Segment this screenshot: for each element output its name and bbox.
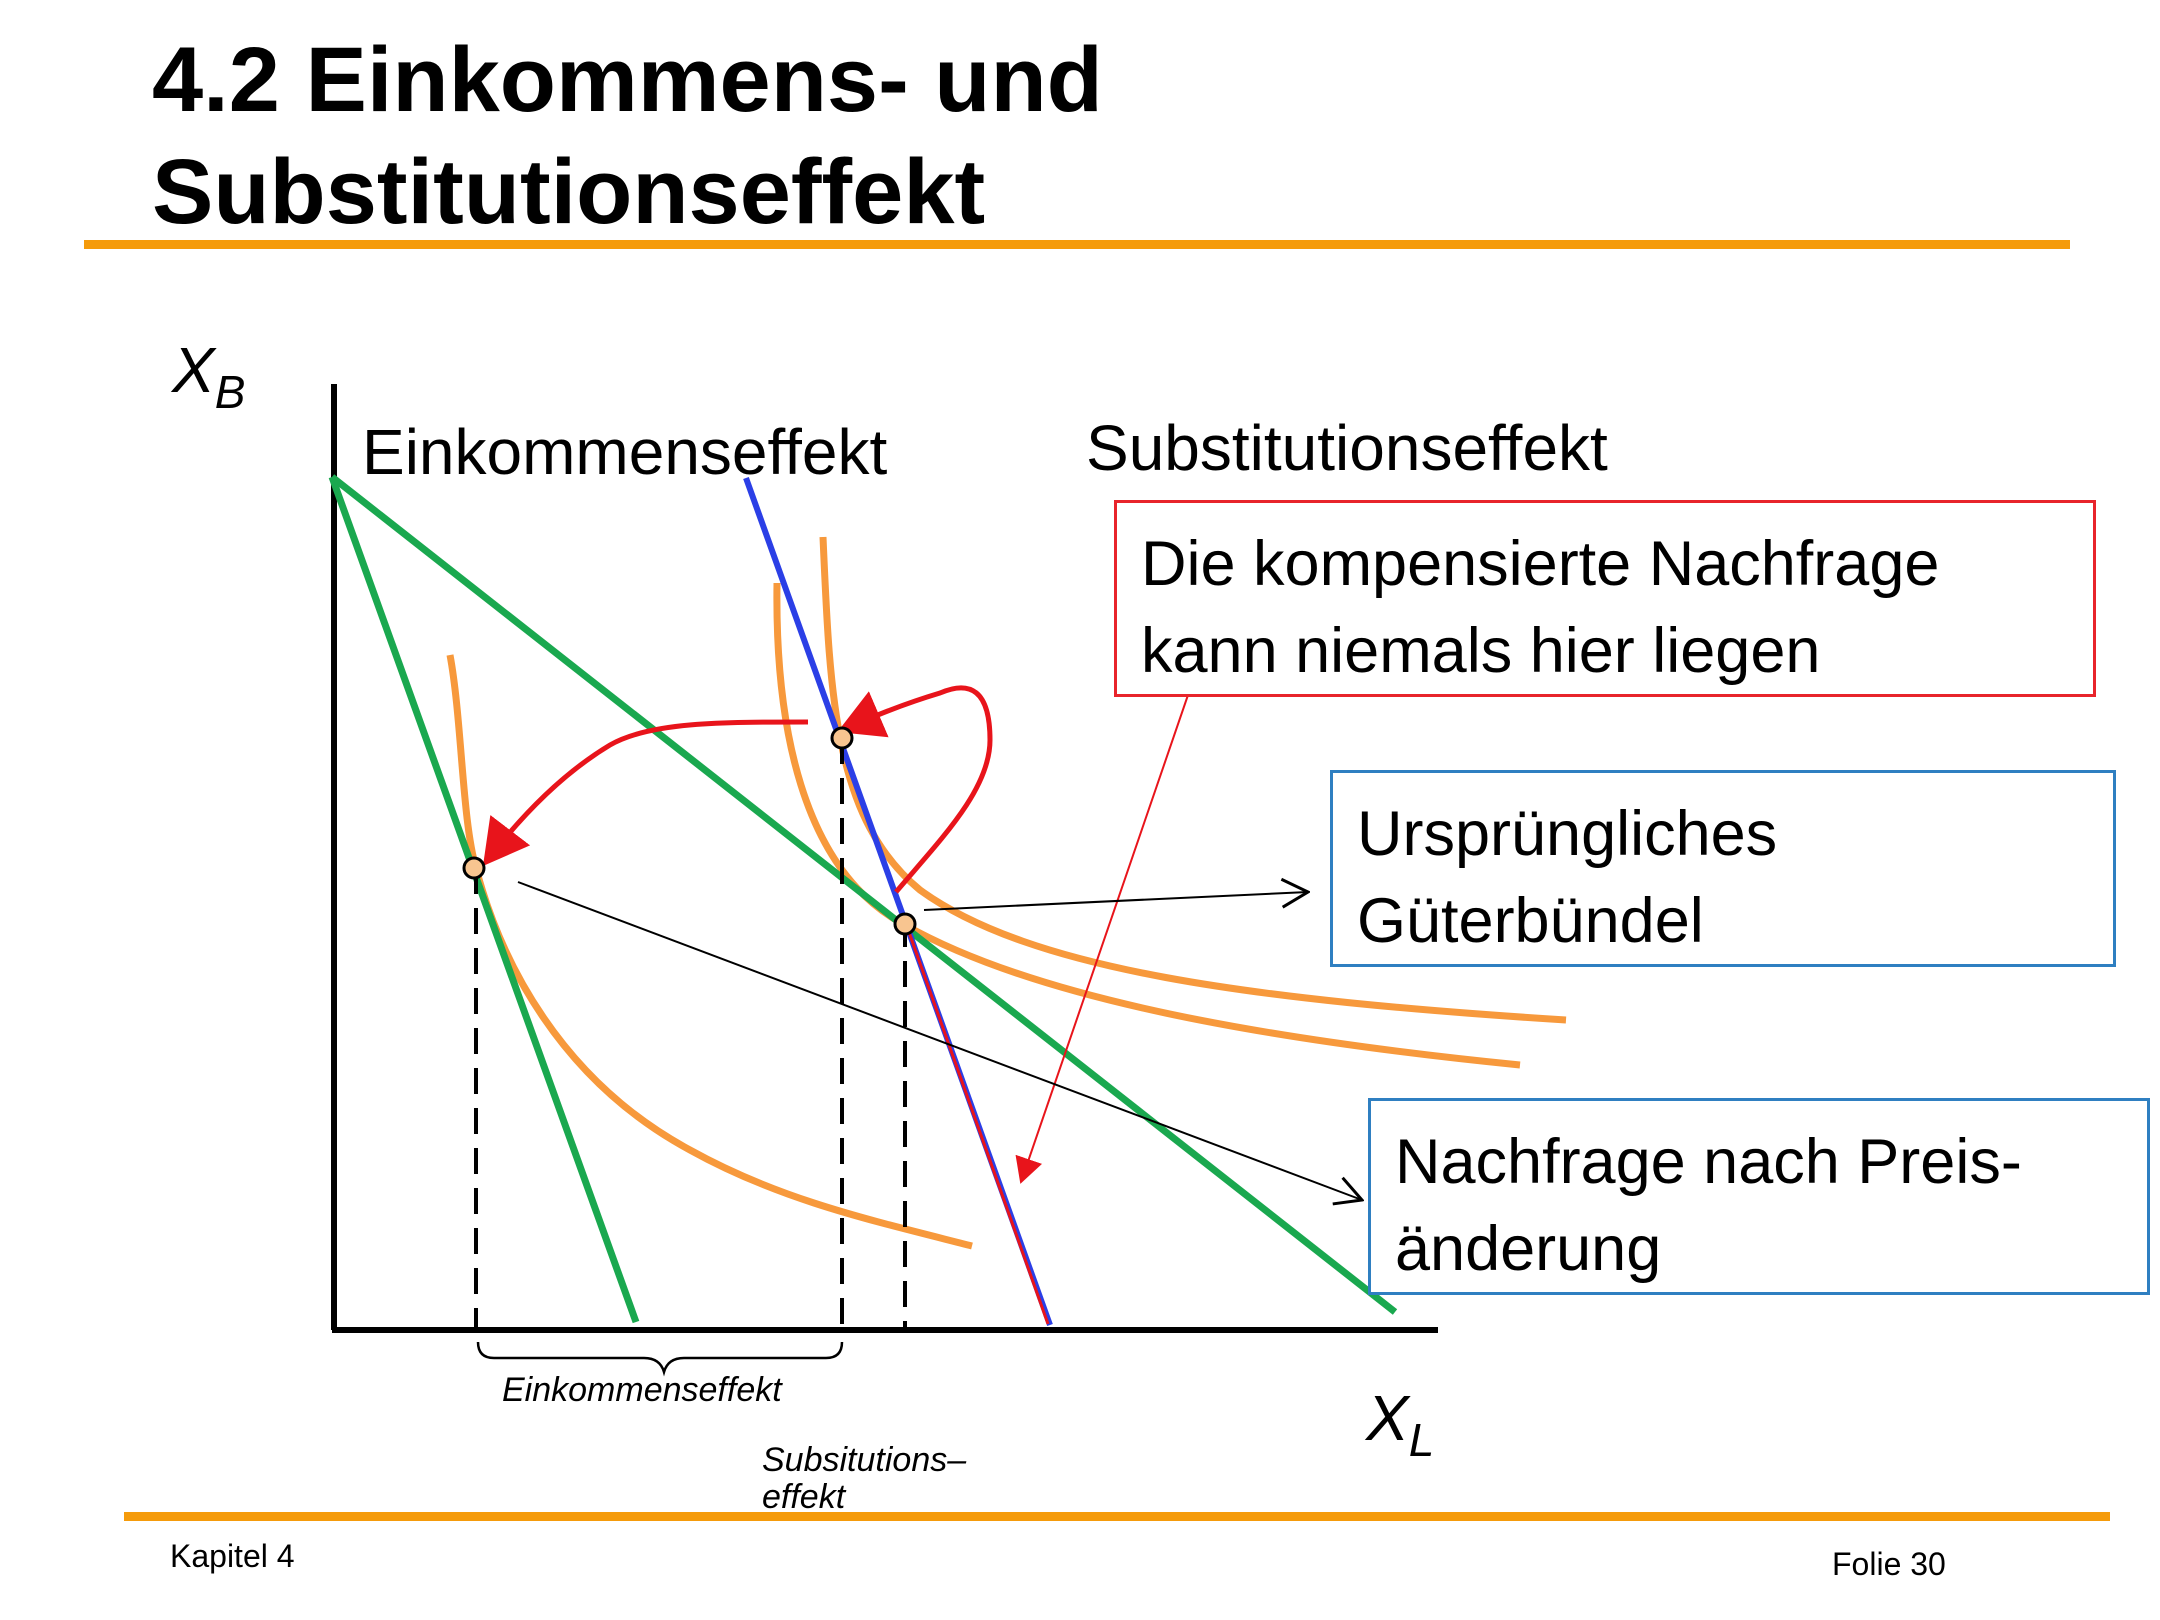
callout-compensated-demand: Die kompensierte Nachfrage kann niemals … — [1114, 500, 2096, 697]
x-axis-label: XL — [1364, 1382, 1434, 1466]
callout-after-line-2: änderung — [1395, 1214, 1662, 1284]
point-price-change-bundle — [462, 856, 486, 880]
slide-title-line-1: 4.2 Einkommens- und — [152, 29, 1103, 131]
brace-label-substitution-effect: Subsitutions– effekt — [762, 1441, 976, 1516]
arrow-substitution-effect — [837, 685, 993, 894]
callout-compensated-line-1: Die kompensierte Nachfrage — [1141, 529, 1940, 599]
brace-label-income-effect: Einkommenseffekt — [502, 1371, 783, 1409]
indifference-curve-high — [819, 536, 1567, 1024]
point-original-bundle — [893, 912, 917, 936]
y-axis-label: XB — [170, 334, 245, 418]
callout-demand-after-price-change: Nachfrage nach Preis- änderung — [1368, 1098, 2150, 1295]
heading-income-effect: Einkommenseffekt — [362, 416, 888, 488]
slide-title-line-2: Substitutionseffekt — [152, 141, 986, 243]
indifference-curve-original — [773, 582, 1521, 1069]
slide-title: 4.2 Einkommens- und Substitutionseffekt — [152, 24, 1103, 248]
brace-income-effect — [476, 1341, 844, 1377]
footer-chapter: Kapitel 4 — [170, 1538, 295, 1574]
budget-line-after-price-change — [328, 475, 640, 1324]
budget-line-original — [329, 474, 1398, 1315]
indifference-curve-low — [446, 654, 973, 1250]
footer-slide-number: Folie 30 — [1832, 1546, 1946, 1582]
pointer-original-bundle — [923, 892, 1308, 911]
callout-original-line-2: Güterbündel — [1357, 886, 1704, 956]
callout-original-line-1: Ursprüngliches — [1357, 799, 1778, 869]
arrow-income-effect — [482, 719, 809, 866]
heading-substitution-effect: Substitutionseffekt — [1086, 412, 1608, 484]
pointer-demand-after-change — [517, 881, 1362, 1200]
title-divider — [84, 240, 2070, 249]
point-compensated-bundle — [830, 726, 854, 750]
footer-divider — [124, 1512, 2110, 1521]
callout-after-line-1: Nachfrage nach Preis- — [1395, 1127, 2022, 1197]
callout-compensated-line-2: kann niemals hier liegen — [1141, 616, 1821, 686]
compensated-budget-impossible-segment — [903, 920, 1050, 1325]
callout-original-bundle: Ursprüngliches Güterbündel — [1330, 770, 2116, 967]
pointer-compensated-demand — [1015, 694, 1189, 1184]
